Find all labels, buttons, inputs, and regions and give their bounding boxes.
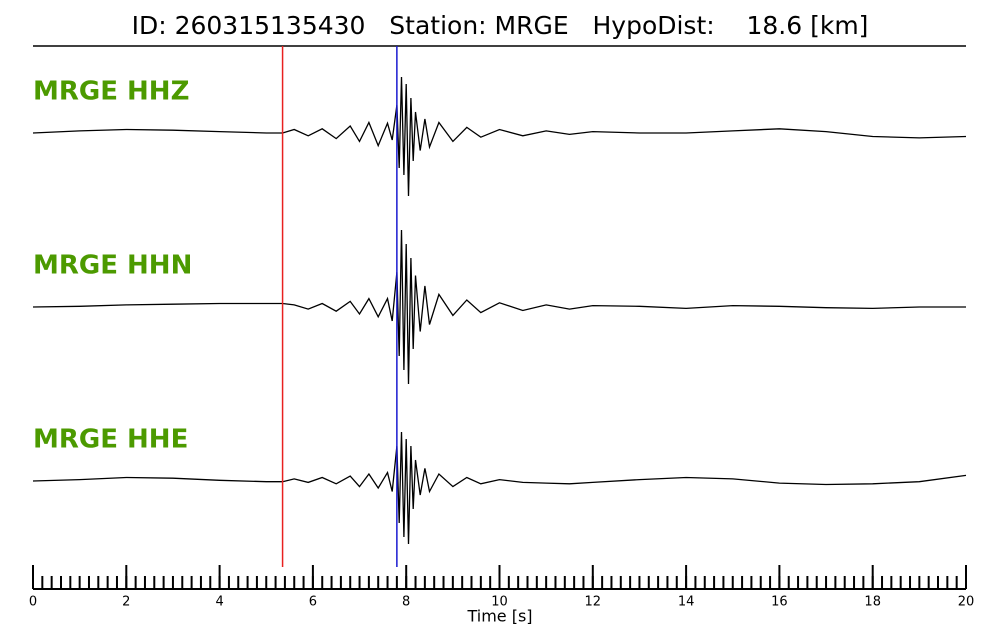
x-tick-label: 0: [29, 595, 37, 610]
trace: [32, 76, 967, 197]
trace-label: MRGE HHN: [33, 251, 192, 281]
x-tick-label: 20: [958, 595, 975, 610]
x-tick-label: 16: [771, 595, 788, 610]
x-tick-label: 4: [215, 595, 223, 610]
x-tick-label: 8: [402, 595, 410, 610]
chart-title: ID: 260315135430 Station: MRGE HypoDist:…: [132, 11, 869, 40]
trace: [32, 229, 966, 385]
x-tick-label: 18: [864, 595, 881, 610]
x-axis-label: Time [s]: [466, 607, 532, 626]
trace-label: MRGE HHZ: [33, 77, 189, 107]
trace-label: MRGE HHE: [33, 425, 188, 455]
x-tick-label: 12: [585, 595, 602, 610]
x-tick-label: 10: [491, 595, 508, 610]
x-tick-label: 14: [678, 595, 695, 610]
x-tick-label: 6: [309, 595, 317, 610]
x-tick-label: 2: [122, 595, 130, 610]
trace: [32, 431, 967, 545]
